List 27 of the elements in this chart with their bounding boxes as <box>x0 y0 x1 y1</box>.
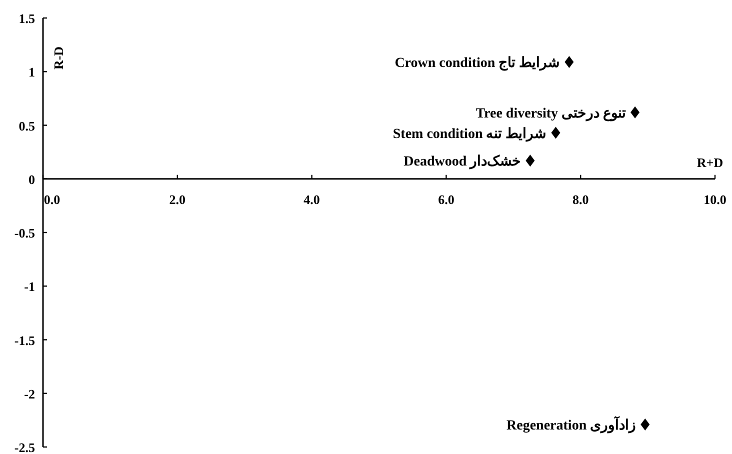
y-tick-label: 1 <box>28 64 35 80</box>
y-tick-label: -1.5 <box>14 332 36 348</box>
y-tick-label: 0 <box>28 172 35 187</box>
point <box>630 106 640 118</box>
annotation: Crown condition شرایط تاج <box>394 56 560 71</box>
x-axis-title: R+D <box>696 154 724 170</box>
x-tick-label: 4.0 <box>304 192 320 207</box>
x-tick-label: 8.0 <box>572 192 589 207</box>
annotation: Regeneration زادآوری <box>506 415 636 434</box>
y-tick-label: -2.5 <box>14 440 36 454</box>
x-tick-label: 10.0 <box>704 192 726 207</box>
x-tick-label: 6.0 <box>438 192 454 207</box>
annotation: Stem condition شرایط تنه <box>392 126 547 142</box>
y-tick-label: 1.5 <box>18 11 36 26</box>
y-tick-label: -2 <box>24 386 35 402</box>
point <box>526 154 535 167</box>
x-tick-label: 0.0 <box>44 192 60 207</box>
y-tick-label: -1 <box>24 279 35 294</box>
x-tick-label: 2.0 <box>169 192 186 207</box>
y-tick-label: -0.5 <box>14 226 36 240</box>
point <box>640 418 650 430</box>
annotation: Tree diversity تنوع درختی <box>476 106 626 122</box>
point <box>551 126 560 139</box>
y-axis-title: R-D <box>51 46 66 70</box>
y-tick-label: 0.5 <box>18 118 36 134</box>
annotation: Deadwood خشک‌دار <box>404 154 522 170</box>
point <box>564 56 574 68</box>
